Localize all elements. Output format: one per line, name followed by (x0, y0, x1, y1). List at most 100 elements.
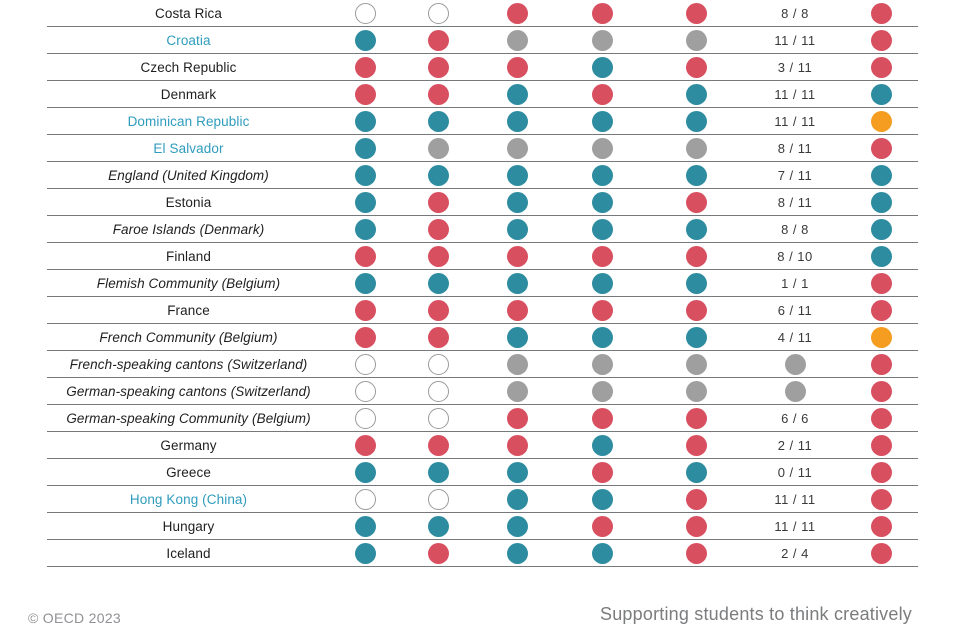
teal-status-dot-icon (592, 434, 613, 456)
teal-status-dot-icon (506, 272, 528, 294)
dot-cell (330, 135, 400, 161)
red-status-dot-icon (506, 299, 528, 321)
dot-cell (477, 81, 557, 107)
dot-cell (557, 351, 648, 377)
teal-status-dot-icon (354, 515, 376, 537)
red-status-dot-icon (506, 434, 528, 456)
country-label: England (United Kingdom) (108, 167, 269, 183)
red-status-dot-icon (354, 434, 376, 456)
gray-status-dot-icon (592, 353, 613, 375)
red-status-dot-icon (428, 191, 449, 213)
red-status-dot-icon (592, 407, 613, 429)
dot-cell (477, 405, 557, 431)
dot-cell (477, 0, 557, 26)
teal-status-dot-icon (506, 191, 528, 213)
ratio-value: 11 / 11 (774, 86, 816, 102)
copyright-text: © OECD 2023 (28, 610, 121, 626)
red-status-dot-icon (428, 83, 449, 105)
country-label[interactable]: Hong Kong (China) (129, 491, 248, 507)
table-row: France 6 / 11 (47, 297, 918, 324)
red-status-dot-icon (871, 488, 892, 510)
ratio-value: 6 / 6 (781, 410, 809, 426)
teal-status-dot-icon (506, 515, 528, 537)
country-label: Greece (166, 464, 211, 480)
red-status-dot-icon (871, 461, 892, 483)
dot-cell (845, 216, 918, 242)
dot-cell (845, 486, 918, 512)
table-row: Hong Kong (China) 11 / 11 (47, 486, 918, 513)
dot-cell (477, 432, 557, 458)
gray-status-dot-icon (506, 353, 528, 375)
dot-cell (330, 459, 400, 485)
dot-cell (477, 27, 557, 53)
country-label: French-speaking cantons (Switzerland) (69, 356, 308, 372)
red-status-dot-icon (871, 380, 892, 402)
dot-cell (648, 54, 745, 80)
empty-status-dot-icon (428, 380, 449, 402)
ratio-value: 7 / 11 (777, 167, 813, 183)
dot-cell (557, 459, 648, 485)
red-status-dot-icon (871, 407, 892, 429)
dot-cell (477, 54, 557, 80)
dot-cell (330, 297, 400, 323)
teal-status-dot-icon (506, 83, 528, 105)
dot-cell (330, 351, 400, 377)
dot-cell (477, 459, 557, 485)
red-status-dot-icon (354, 245, 376, 267)
teal-status-dot-icon (592, 56, 613, 78)
ratio-value: 1 / 1 (781, 275, 809, 291)
table-row: El Salvador 8 / 11 (47, 135, 918, 162)
country-label[interactable]: Croatia (166, 32, 211, 48)
red-status-dot-icon (592, 245, 613, 267)
report-title-text: Supporting students to think creatively (600, 604, 912, 624)
dot-cell (400, 243, 477, 269)
table-row: French-speaking cantons (Switzerland) (47, 351, 918, 378)
dot-cell (400, 432, 477, 458)
empty-status-dot-icon (354, 488, 376, 510)
dot-cell (845, 513, 918, 539)
red-status-dot-icon (686, 191, 707, 213)
teal-status-dot-icon (592, 191, 613, 213)
dot-cell (400, 540, 477, 566)
dot-cell (557, 54, 648, 80)
dot-cell (400, 486, 477, 512)
red-status-dot-icon (871, 272, 892, 294)
teal-status-dot-icon (871, 191, 892, 213)
country-label[interactable]: El Salvador (153, 140, 224, 156)
teal-status-dot-icon (428, 164, 449, 186)
empty-status-dot-icon (428, 488, 449, 510)
dot-cell (557, 189, 648, 215)
dot-cell (477, 216, 557, 242)
dot-cell (648, 513, 745, 539)
dot-cell (648, 432, 745, 458)
teal-status-dot-icon (592, 164, 613, 186)
dot-cell (648, 270, 745, 296)
table-row: Costa Rica 8 / 8 (47, 0, 918, 27)
teal-status-dot-icon (428, 461, 449, 483)
gray-status-dot-icon (506, 137, 528, 159)
dot-cell (557, 540, 648, 566)
dot-cell (477, 540, 557, 566)
teal-status-dot-icon (686, 218, 707, 240)
empty-status-dot-icon (354, 407, 376, 429)
teal-status-dot-icon (592, 488, 613, 510)
dot-cell (557, 432, 648, 458)
red-status-dot-icon (506, 56, 528, 78)
red-status-dot-icon (428, 299, 449, 321)
country-label: Finland (166, 248, 211, 264)
teal-status-dot-icon (592, 110, 613, 132)
dot-cell (648, 0, 745, 26)
country-label[interactable]: Dominican Republic (127, 113, 250, 129)
table-row: Faroe Islands (Denmark) 8 / 8 (47, 216, 918, 243)
dot-cell (400, 405, 477, 431)
dot-cell (648, 486, 745, 512)
dot-cell (845, 81, 918, 107)
country-label: Costa Rica (154, 5, 223, 21)
dot-cell (648, 405, 745, 431)
red-status-dot-icon (506, 407, 528, 429)
dot-cell (845, 54, 918, 80)
red-status-dot-icon (354, 299, 376, 321)
country-label: Flemish Community (Belgium) (96, 275, 281, 291)
empty-status-dot-icon (354, 2, 376, 24)
red-status-dot-icon (871, 542, 892, 564)
